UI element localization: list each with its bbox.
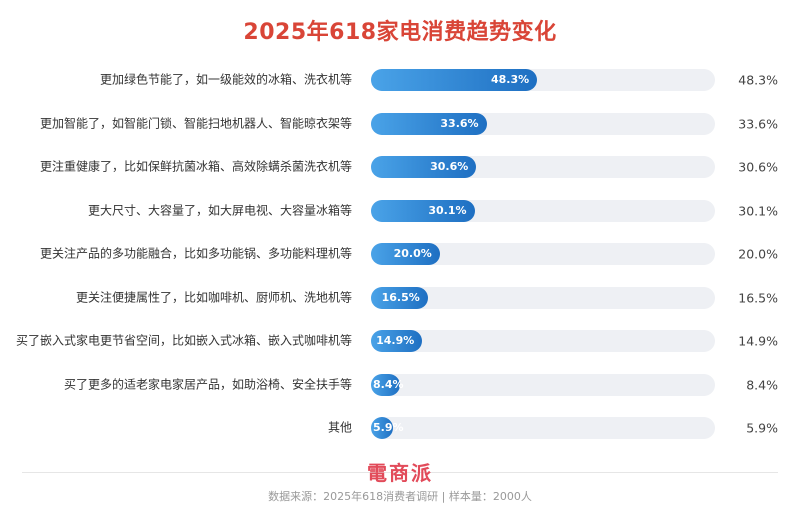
bar-data-label: 48.3% [490,73,530,86]
value-label: 33.6% [738,116,778,131]
value-label: 14.9% [738,333,778,349]
bar-track: 30.1% [371,199,715,222]
chart-title: 2025年618家电消费趋势变化 [243,20,557,45]
bar: 30.1% [371,199,475,222]
category-label: 更大尺寸、大容量了，如大屏电视、大容量冰箱等 [87,203,352,217]
divider [22,472,778,473]
bar-track: 30.6% [371,156,715,178]
bar-row: 更加智能了，如智能门锁、智能扫地机器人、智能晾衣架等 33.6% 33.6% [0,104,800,144]
bar-track: 14.9% [371,330,715,352]
bar-data-label: 8.4% [373,377,404,391]
bar-row: 更大尺寸、大容量了，如大屏电视、大容量冰箱等 30.1% 30.1% [0,191,800,231]
bar: 8.4% [371,373,404,396]
dianshangpai-logo: 電商派 [367,461,433,485]
bar-data-label: 5.9% [373,421,404,434]
category-label: 其他 [327,420,352,435]
bar-row: 更关注便捷属性了，比如咖啡机、厨师机、洗地机等 16.5% 16.5% [0,278,800,318]
bar-row: 更加绿色节能了，如一级能效的冰箱、洗衣机等 48.3% 48.3% [0,60,800,100]
value-label: 5.9% [746,420,778,436]
bar-track: 33.6% [371,112,715,135]
bar-data-label: 30.1% [428,203,467,217]
bar-row: 更注重健康了，比如保鲜抗菌冰箱、高效除螨杀菌洗衣机等 30.6% 30.6% [0,147,800,187]
value-label: 30.1% [738,203,778,218]
bar: 33.6% [371,112,487,135]
bar-track: 20.0% [371,243,715,265]
bar-data-label: 16.5% [381,290,420,304]
bar-track: 5.9% [371,417,715,439]
category-label: 买了嵌入式家电更节省空间，比如嵌入式冰箱、嵌入式咖啡机等 [15,333,352,348]
bar: 14.9% [371,330,423,352]
value-label: 16.5% [738,290,778,305]
data-source-footer: 数据来源：2025年618消费者调研 | 样本量：2000人 [268,490,532,503]
bar-row: 买了嵌入式家电更节省空间，比如嵌入式冰箱、嵌入式咖啡机等 14.9% 14.9% [0,321,800,361]
bar: 16.5% [371,286,428,309]
category-label: 更关注产品的多功能融合，比如多功能锅、多功能料理机等 [39,246,352,261]
bar: 20.0% [371,243,440,265]
value-label: 20.0% [738,246,778,262]
category-label: 更加智能了，如智能门锁、智能扫地机器人、智能晾衣架等 [39,116,352,130]
bar-track: 8.4% [371,373,715,396]
value-label: 30.6% [738,159,778,175]
value-label: 48.3% [738,72,778,88]
bar: 30.6% [371,156,477,178]
bar-data-label: 30.6% [430,160,469,173]
bar-track: 16.5% [371,286,715,309]
bar-row: 其他 5.9% 5.9% [0,408,800,448]
bar-data-label: 33.6% [440,116,479,130]
bar-row: 更关注产品的多功能融合，比如多功能锅、多功能料理机等 20.0% 20.0% [0,234,800,274]
bar-data-label: 14.9% [376,334,415,347]
value-label: 8.4% [746,377,778,392]
category-label: 更关注便捷属性了，比如咖啡机、厨师机、洗地机等 [75,290,352,304]
bar-track: 48.3% [371,69,715,91]
bar: 48.3% [371,69,538,91]
bar-row: 买了更多的适老家电家居产品，如助浴椅、安全扶手等 8.4% 8.4% [0,365,800,405]
bar: 5.9% [371,417,404,439]
bar-data-label: 20.0% [393,247,432,260]
category-label: 更注重健康了，比如保鲜抗菌冰箱、高效除螨杀菌洗衣机等 [39,159,352,174]
category-label: 更加绿色节能了，如一级能效的冰箱、洗衣机等 [99,72,352,87]
category-label: 买了更多的适老家电家居产品，如助浴椅、安全扶手等 [63,377,352,391]
